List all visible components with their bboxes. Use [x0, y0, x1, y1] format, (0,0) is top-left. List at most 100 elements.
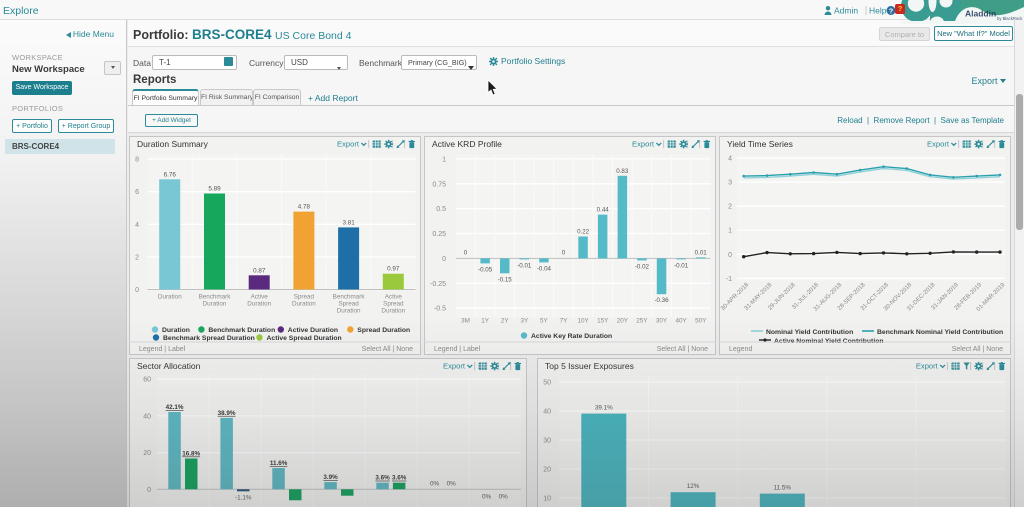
svg-text:-0.02: -0.02: [635, 263, 650, 270]
svg-text:2: 2: [135, 254, 139, 261]
svg-text:2: 2: [728, 204, 732, 211]
svg-text:Admin: Admin: [834, 6, 858, 16]
svg-text:12%: 12%: [687, 483, 700, 490]
svg-text:3.6%: 3.6%: [375, 475, 390, 482]
svg-text:Active Spread Duration: Active Spread Duration: [267, 335, 342, 342]
svg-text:-0.04: -0.04: [537, 265, 552, 272]
svg-text:-0.5: -0.5: [434, 306, 446, 313]
svg-text:0%: 0%: [447, 480, 457, 487]
svg-text:Active KRD Profile: Active KRD Profile: [432, 139, 502, 149]
svg-text:15Y: 15Y: [597, 318, 609, 325]
svg-text:0%: 0%: [499, 493, 509, 500]
svg-text:Export: Export: [927, 140, 950, 149]
svg-text:-0.01: -0.01: [674, 262, 689, 269]
svg-text:0: 0: [135, 287, 139, 294]
svg-text:Duration: Duration: [337, 308, 361, 315]
svg-text:0.01: 0.01: [695, 249, 708, 256]
svg-text:5.89: 5.89: [208, 186, 221, 193]
svg-text:10: 10: [543, 496, 551, 503]
svg-text:-1: -1: [726, 276, 732, 283]
svg-text:Benchmark: Benchmark: [199, 294, 232, 301]
svg-text:40: 40: [143, 413, 151, 420]
svg-text:3.81: 3.81: [342, 219, 355, 226]
svg-text:Nominal Yield Contribution: Nominal Yield Contribution: [766, 329, 853, 336]
svg-text:6.76: 6.76: [164, 171, 177, 178]
svg-text:0: 0: [442, 256, 446, 263]
svg-text:Export: Export: [632, 140, 655, 149]
svg-text:1Y: 1Y: [481, 318, 490, 325]
svg-text:-0.01: -0.01: [517, 262, 532, 269]
svg-text:-0.05: -0.05: [478, 266, 493, 273]
svg-text:Spread: Spread: [383, 301, 404, 308]
svg-text:2Y: 2Y: [501, 318, 510, 325]
svg-text:Spread Duration: Spread Duration: [357, 327, 410, 334]
svg-text:Active: Active: [385, 294, 403, 301]
svg-text:Legend | Label: Legend | Label: [434, 346, 481, 353]
svg-text:10Y: 10Y: [577, 318, 589, 325]
svg-text:1: 1: [442, 156, 446, 163]
svg-text:1: 1: [728, 228, 732, 235]
svg-text:Duration: Duration: [292, 301, 316, 308]
svg-text:-0.15: -0.15: [498, 276, 513, 283]
svg-text:-0.25: -0.25: [430, 281, 446, 288]
svg-text:50: 50: [543, 380, 551, 387]
svg-text:5Y: 5Y: [540, 318, 549, 325]
svg-text:Benchmark Duration: Benchmark Duration: [208, 327, 275, 334]
svg-text:0: 0: [147, 487, 151, 494]
svg-text:Export: Export: [443, 362, 466, 371]
svg-text:11.6%: 11.6%: [270, 460, 288, 467]
svg-text:Duration: Duration: [381, 308, 405, 315]
svg-text:Export: Export: [337, 140, 360, 149]
svg-text:by BlackRock: by BlackRock: [997, 16, 1023, 21]
svg-text:Benchmark Nominal Yield Contri: Benchmark Nominal Yield Contribution: [877, 329, 1003, 336]
svg-text:Legend | Label: Legend | Label: [139, 346, 186, 353]
svg-text:Select All | None: Select All | None: [657, 346, 708, 353]
svg-text:4.78: 4.78: [298, 204, 311, 211]
svg-text:-0.36: -0.36: [654, 297, 669, 304]
svg-text:Duration: Duration: [247, 301, 271, 308]
svg-text:Active: Active: [251, 294, 269, 301]
svg-text:Select All | None: Select All | None: [362, 346, 413, 353]
svg-text:60: 60: [143, 377, 151, 384]
svg-text:Spread: Spread: [338, 301, 359, 308]
svg-text:6: 6: [135, 189, 139, 196]
svg-text:11.5%: 11.5%: [774, 485, 792, 492]
svg-text:4: 4: [728, 156, 732, 163]
svg-text:20Y: 20Y: [617, 318, 629, 325]
svg-text:0.87: 0.87: [253, 267, 266, 274]
svg-text:7Y: 7Y: [560, 318, 569, 325]
svg-text:Select All | None: Select All | None: [952, 346, 1003, 353]
svg-text:3: 3: [728, 180, 732, 187]
svg-text:42.1%: 42.1%: [166, 404, 184, 411]
svg-text:Help: Help: [869, 6, 887, 16]
svg-text:Spread: Spread: [294, 294, 315, 301]
svg-text:Export: Export: [916, 362, 939, 371]
svg-text:0.44: 0.44: [597, 207, 610, 214]
svg-text:39.1%: 39.1%: [595, 405, 613, 412]
svg-text:Sector Allocation: Sector Allocation: [137, 361, 201, 371]
svg-text:Legend: Legend: [729, 346, 752, 353]
svg-text:Yield Time Series: Yield Time Series: [727, 139, 793, 149]
svg-text:16.8%: 16.8%: [182, 451, 200, 458]
svg-text:8: 8: [135, 157, 139, 164]
svg-text:Duration Summary: Duration Summary: [137, 139, 209, 149]
svg-text:4: 4: [135, 222, 139, 229]
svg-text:Aladdin: Aladdin: [965, 9, 996, 19]
svg-text:20: 20: [143, 450, 151, 457]
svg-text:40Y: 40Y: [675, 318, 687, 325]
svg-text:Benchmark: Benchmark: [333, 294, 366, 301]
svg-text:Active Duration: Active Duration: [288, 327, 338, 334]
svg-text:0.75: 0.75: [432, 181, 446, 188]
svg-text:50Y: 50Y: [695, 318, 707, 325]
svg-text:Duration: Duration: [203, 301, 227, 308]
svg-text:3M: 3M: [461, 318, 470, 325]
svg-text:40: 40: [543, 409, 551, 416]
svg-text:0.83: 0.83: [616, 168, 629, 175]
svg-text:Duration: Duration: [162, 327, 190, 334]
svg-text:30: 30: [543, 438, 551, 445]
svg-text:3.9%: 3.9%: [323, 474, 338, 481]
svg-text:0%: 0%: [482, 493, 492, 500]
svg-text:0: 0: [464, 249, 468, 256]
svg-text:0.25: 0.25: [432, 231, 446, 238]
svg-text:25Y: 25Y: [636, 318, 648, 325]
